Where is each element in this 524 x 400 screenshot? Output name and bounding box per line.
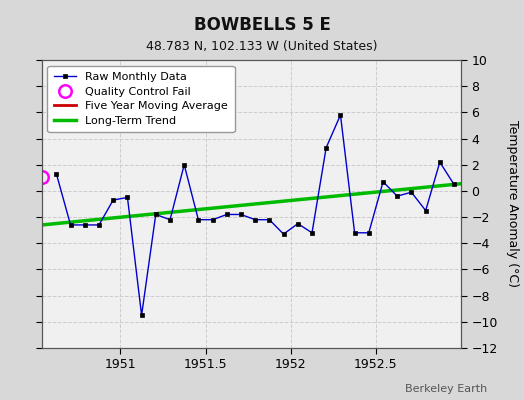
Raw Monthly Data	[266, 217, 272, 222]
Raw Monthly Data	[366, 230, 372, 235]
Text: BOWBELLS 5 E: BOWBELLS 5 E	[193, 16, 331, 34]
Raw Monthly Data	[68, 222, 74, 227]
Raw Monthly Data	[408, 190, 414, 195]
Raw Monthly Data	[309, 230, 315, 235]
Raw Monthly Data	[195, 217, 202, 222]
Legend: Raw Monthly Data, Quality Control Fail, Five Year Moving Average, Long-Term Tren: Raw Monthly Data, Quality Control Fail, …	[48, 66, 235, 132]
Raw Monthly Data	[167, 217, 173, 222]
Raw Monthly Data	[436, 160, 443, 164]
Text: 48.783 N, 102.133 W (United States): 48.783 N, 102.133 W (United States)	[146, 40, 378, 53]
Raw Monthly Data	[394, 194, 400, 198]
Raw Monthly Data	[96, 222, 102, 227]
Raw Monthly Data	[380, 179, 386, 184]
Raw Monthly Data	[238, 212, 244, 217]
Raw Monthly Data	[451, 182, 457, 187]
Raw Monthly Data	[224, 212, 230, 217]
Raw Monthly Data	[210, 217, 216, 222]
Line: Raw Monthly Data: Raw Monthly Data	[54, 113, 456, 317]
Text: Berkeley Earth: Berkeley Earth	[405, 384, 487, 394]
Raw Monthly Data	[138, 313, 145, 318]
Raw Monthly Data	[152, 212, 159, 217]
Raw Monthly Data	[181, 162, 188, 167]
Raw Monthly Data	[53, 172, 60, 176]
Raw Monthly Data	[124, 195, 130, 200]
Y-axis label: Temperature Anomaly (°C): Temperature Anomaly (°C)	[506, 120, 519, 288]
Raw Monthly Data	[352, 230, 358, 235]
Raw Monthly Data	[280, 232, 287, 236]
Raw Monthly Data	[294, 221, 301, 226]
Raw Monthly Data	[337, 112, 344, 117]
Raw Monthly Data	[323, 145, 329, 150]
Raw Monthly Data	[110, 198, 116, 202]
Raw Monthly Data	[82, 222, 88, 227]
Raw Monthly Data	[252, 217, 258, 222]
Raw Monthly Data	[422, 208, 429, 213]
